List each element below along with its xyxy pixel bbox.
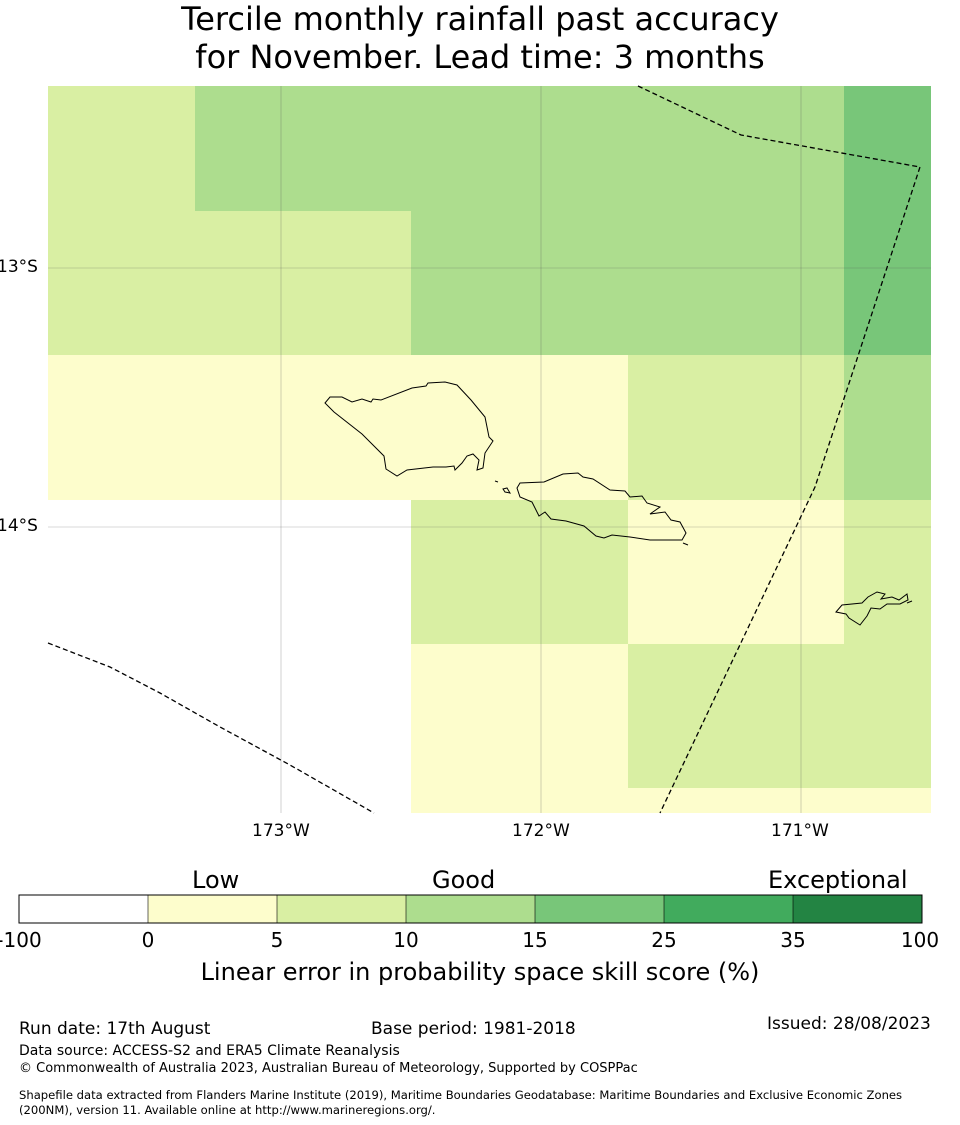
- grid-cell: [411, 500, 628, 644]
- colorbar-tick: 35: [780, 928, 806, 952]
- colorbar-tick: 5: [270, 928, 284, 952]
- upolu-island: [516, 472, 687, 541]
- grid-cell: [411, 211, 844, 355]
- colorbar-segment: [793, 895, 922, 923]
- eez-boundaries: [47, 85, 921, 814]
- grid-cell: [628, 500, 844, 644]
- colorbar-tick: 10: [393, 928, 419, 952]
- graticule: [48, 86, 931, 813]
- lon-label: 172°W: [512, 821, 570, 841]
- colorbar-tick: 25: [651, 928, 677, 952]
- colorbar-tick: 15: [522, 928, 548, 952]
- skill-grid: [48, 86, 931, 813]
- grid-cell: [195, 86, 844, 211]
- chart-title-line-1: Tercile monthly rainfall past accuracy: [181, 0, 779, 38]
- run-date: Run date: 17th August: [19, 1019, 211, 1039]
- colorbar-segment: [535, 895, 664, 923]
- grid-cell: [628, 644, 931, 788]
- grid-cell: [48, 211, 411, 355]
- colorbar: [18, 894, 923, 924]
- colorbar-word-good: Good: [432, 866, 496, 894]
- grid-cell: [844, 86, 931, 355]
- coastlines: [324, 381, 913, 626]
- base-period: Base period: 1981-2018: [371, 1019, 576, 1039]
- lat-label: 13°S: [0, 257, 38, 277]
- tail-islet: [682, 542, 689, 546]
- colorbar-tick: 0: [141, 928, 155, 952]
- grid-cell: [48, 355, 628, 500]
- colorbar-segment: [406, 895, 535, 923]
- grid-cell: [628, 788, 931, 813]
- savaii-island: [324, 381, 494, 477]
- colorbar-segment: [148, 895, 277, 923]
- colorbar-tick: -100: [0, 928, 42, 952]
- eez-boundary-north: [637, 85, 921, 814]
- aunuu-islet: [906, 600, 913, 604]
- copyright-note: © Commonwealth of Australia 2023, Austra…: [19, 1061, 638, 1076]
- data-source: Data source: ACCESS-S2 and ERA5 Climate …: [19, 1043, 400, 1059]
- grid-cell: [844, 500, 931, 644]
- lat-label: 14°S: [0, 516, 38, 536]
- colorbar-word-low: Low: [192, 866, 240, 894]
- grid-cell: [628, 355, 844, 500]
- shapefile-credit-line-1: Shapefile data extracted from Flanders M…: [19, 1088, 903, 1102]
- colorbar-label: Linear error in probability space skill …: [200, 958, 760, 986]
- grid-cell: [411, 644, 628, 813]
- issued-date: Issued: 28/08/2023: [767, 1014, 931, 1034]
- grid-cell: [48, 500, 411, 813]
- grid-cell: [48, 86, 195, 211]
- manono-islet: [502, 487, 512, 494]
- colorbar-segment: [277, 895, 406, 923]
- apolima-islet: [494, 480, 499, 483]
- colorbar-word-exceptional: Exceptional: [768, 866, 908, 894]
- colorbar-tick: 100: [900, 928, 940, 952]
- shapefile-credit-line-2: (200NM), version 11. Available online at…: [19, 1103, 436, 1117]
- colorbar-segment: [664, 895, 793, 923]
- chart-title-line-2: for November. Lead time: 3 months: [195, 38, 765, 76]
- lon-label: 173°W: [252, 821, 310, 841]
- lon-label: 171°W: [771, 821, 829, 841]
- tutuila-island: [835, 591, 909, 626]
- colorbar-segment: [19, 895, 148, 923]
- grid-cell: [844, 355, 931, 500]
